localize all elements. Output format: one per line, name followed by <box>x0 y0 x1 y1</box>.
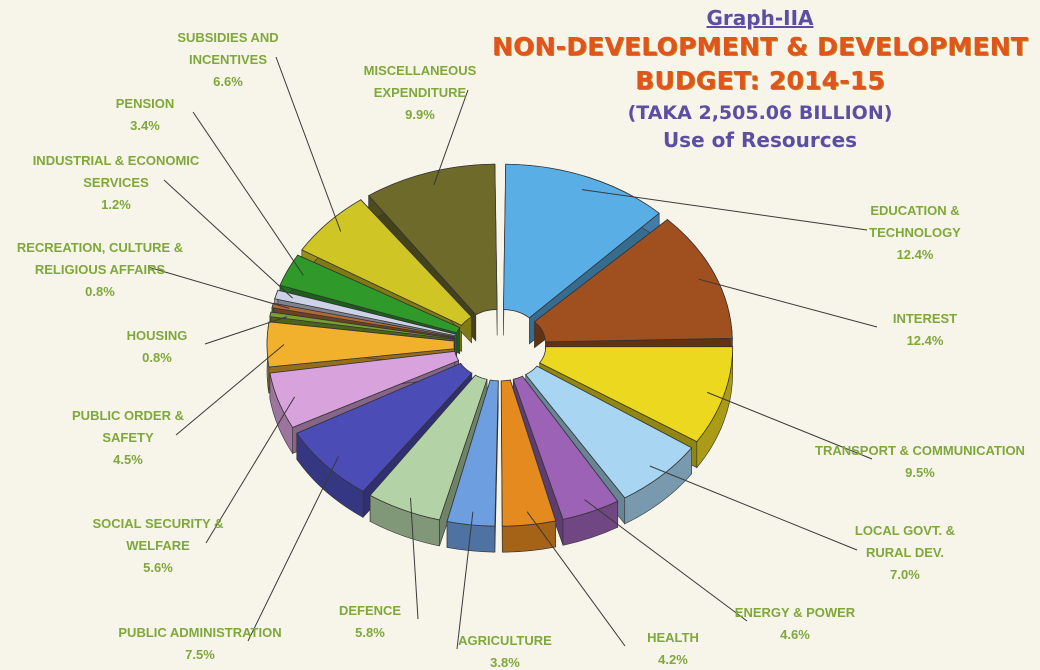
slice-value-label: 5.6% <box>143 560 173 575</box>
slice-value-label: 9.5% <box>905 465 935 480</box>
pie-slices <box>266 163 734 553</box>
pie-slice <box>369 374 488 547</box>
slice-value-label: 3.8% <box>490 655 520 670</box>
slice-label: INTEREST <box>893 311 957 326</box>
slice-top <box>271 302 456 338</box>
slice-labels: EDUCATION & TECHNOLOGY 12.4% INTEREST 12.4% T… <box>17 30 1025 670</box>
leader-line <box>456 511 474 650</box>
leader-line <box>433 89 469 186</box>
slice-top <box>539 346 734 443</box>
slice-top <box>446 379 499 527</box>
slice-top <box>533 219 733 343</box>
slice-label: MISCELLANEOUS EXPENDITURE <box>364 63 477 100</box>
slice-label: AGRICULTURE <box>458 633 552 648</box>
chart-title-line-2: BUDGET: 2014-15 <box>635 66 885 95</box>
leader-line <box>698 278 878 328</box>
slice-top <box>500 379 557 527</box>
leader-line <box>204 316 288 345</box>
slice-label: PUBLIC ADMINISTRATION <box>118 625 281 640</box>
slice-label: SOCIAL SECURITY & WELFARE <box>93 516 224 553</box>
slice-value-label: 4.6% <box>780 627 810 642</box>
slice-top <box>301 199 473 326</box>
leader-line <box>649 465 858 551</box>
leader-line <box>581 189 868 231</box>
slice-label: EDUCATION & TECHNOLOGY <box>869 203 961 240</box>
slice-value-label: 7.0% <box>890 567 920 582</box>
slice-value-label: 1.2% <box>101 197 131 212</box>
slice-top <box>269 311 456 340</box>
slice-top <box>512 375 619 520</box>
leader-lines <box>147 56 878 650</box>
slice-label: PUBLIC ORDER & SAFETY <box>72 408 184 445</box>
leader-line <box>584 499 748 622</box>
slice-value-label: 9.9% <box>405 107 435 122</box>
slice-value-label: 4.5% <box>113 452 143 467</box>
slice-label: HOUSING <box>127 328 188 343</box>
slice-label: PENSION <box>116 96 175 111</box>
slice-top <box>369 374 488 521</box>
pie-slice <box>446 379 499 553</box>
slice-top <box>274 289 457 337</box>
slice-top <box>279 254 461 334</box>
slice-label: HEALTH <box>647 630 699 645</box>
pie-slice <box>512 375 619 546</box>
slice-top <box>525 365 693 499</box>
slice-label: RECREATION, CULTURE & RELIGIOUS AFFAIRS <box>17 240 183 277</box>
slice-top <box>296 362 473 492</box>
leader-line <box>205 396 296 544</box>
slice-value-label: 3.4% <box>130 118 160 133</box>
leader-line <box>247 456 339 642</box>
slice-value-label: 4.2% <box>658 652 688 667</box>
slice-label: INDUSTRIAL & ECONOMIC SERVICES <box>33 153 200 190</box>
slice-top <box>269 350 460 428</box>
budget-total: (TAKA 2,505.06 BILLION) <box>627 102 893 124</box>
slice-top <box>266 321 455 368</box>
slice-value-label: 5.8% <box>355 625 385 640</box>
slice-value-label: 0.8% <box>142 350 172 365</box>
chart-title-line-1: NON-DEVELOPMENT & DEVELOPMENT <box>491 32 1029 61</box>
leader-line <box>707 391 873 460</box>
chart-subtitle: Use of Resources <box>662 128 858 152</box>
slice-value-label: 12.4% <box>897 247 934 262</box>
pie-slice <box>500 379 557 553</box>
slice-top <box>368 163 498 316</box>
slice-value-label: 12.4% <box>907 333 944 348</box>
slice-value-label: 6.6% <box>213 74 243 89</box>
leader-line <box>175 344 285 436</box>
leader-line <box>163 179 293 299</box>
leader-line <box>275 56 342 232</box>
leader-line <box>410 497 419 620</box>
leader-line <box>526 511 626 647</box>
slice-label: SUBSIDIES AND INCENTIVES <box>177 30 278 67</box>
slice-label: ENERGY & POWER <box>735 605 856 620</box>
pie-slice <box>533 218 733 369</box>
leader-line <box>147 266 290 309</box>
slice-label: LOCAL GOVT. & RURAL DEV. <box>855 523 955 560</box>
graph-id: Graph-IIA <box>706 6 814 30</box>
slice-label: TRANSPORT & COMMUNICATION <box>815 443 1025 458</box>
slice-value-label: 7.5% <box>185 647 215 662</box>
leader-line <box>192 111 304 276</box>
chart-header: Graph-IIA NON-DEVELOPMENT & DEVELOPMENT … <box>480 6 1040 152</box>
slice-value-label: 0.8% <box>85 284 115 299</box>
slice-label: DEFENCE <box>339 603 401 618</box>
slice-top <box>503 163 660 319</box>
